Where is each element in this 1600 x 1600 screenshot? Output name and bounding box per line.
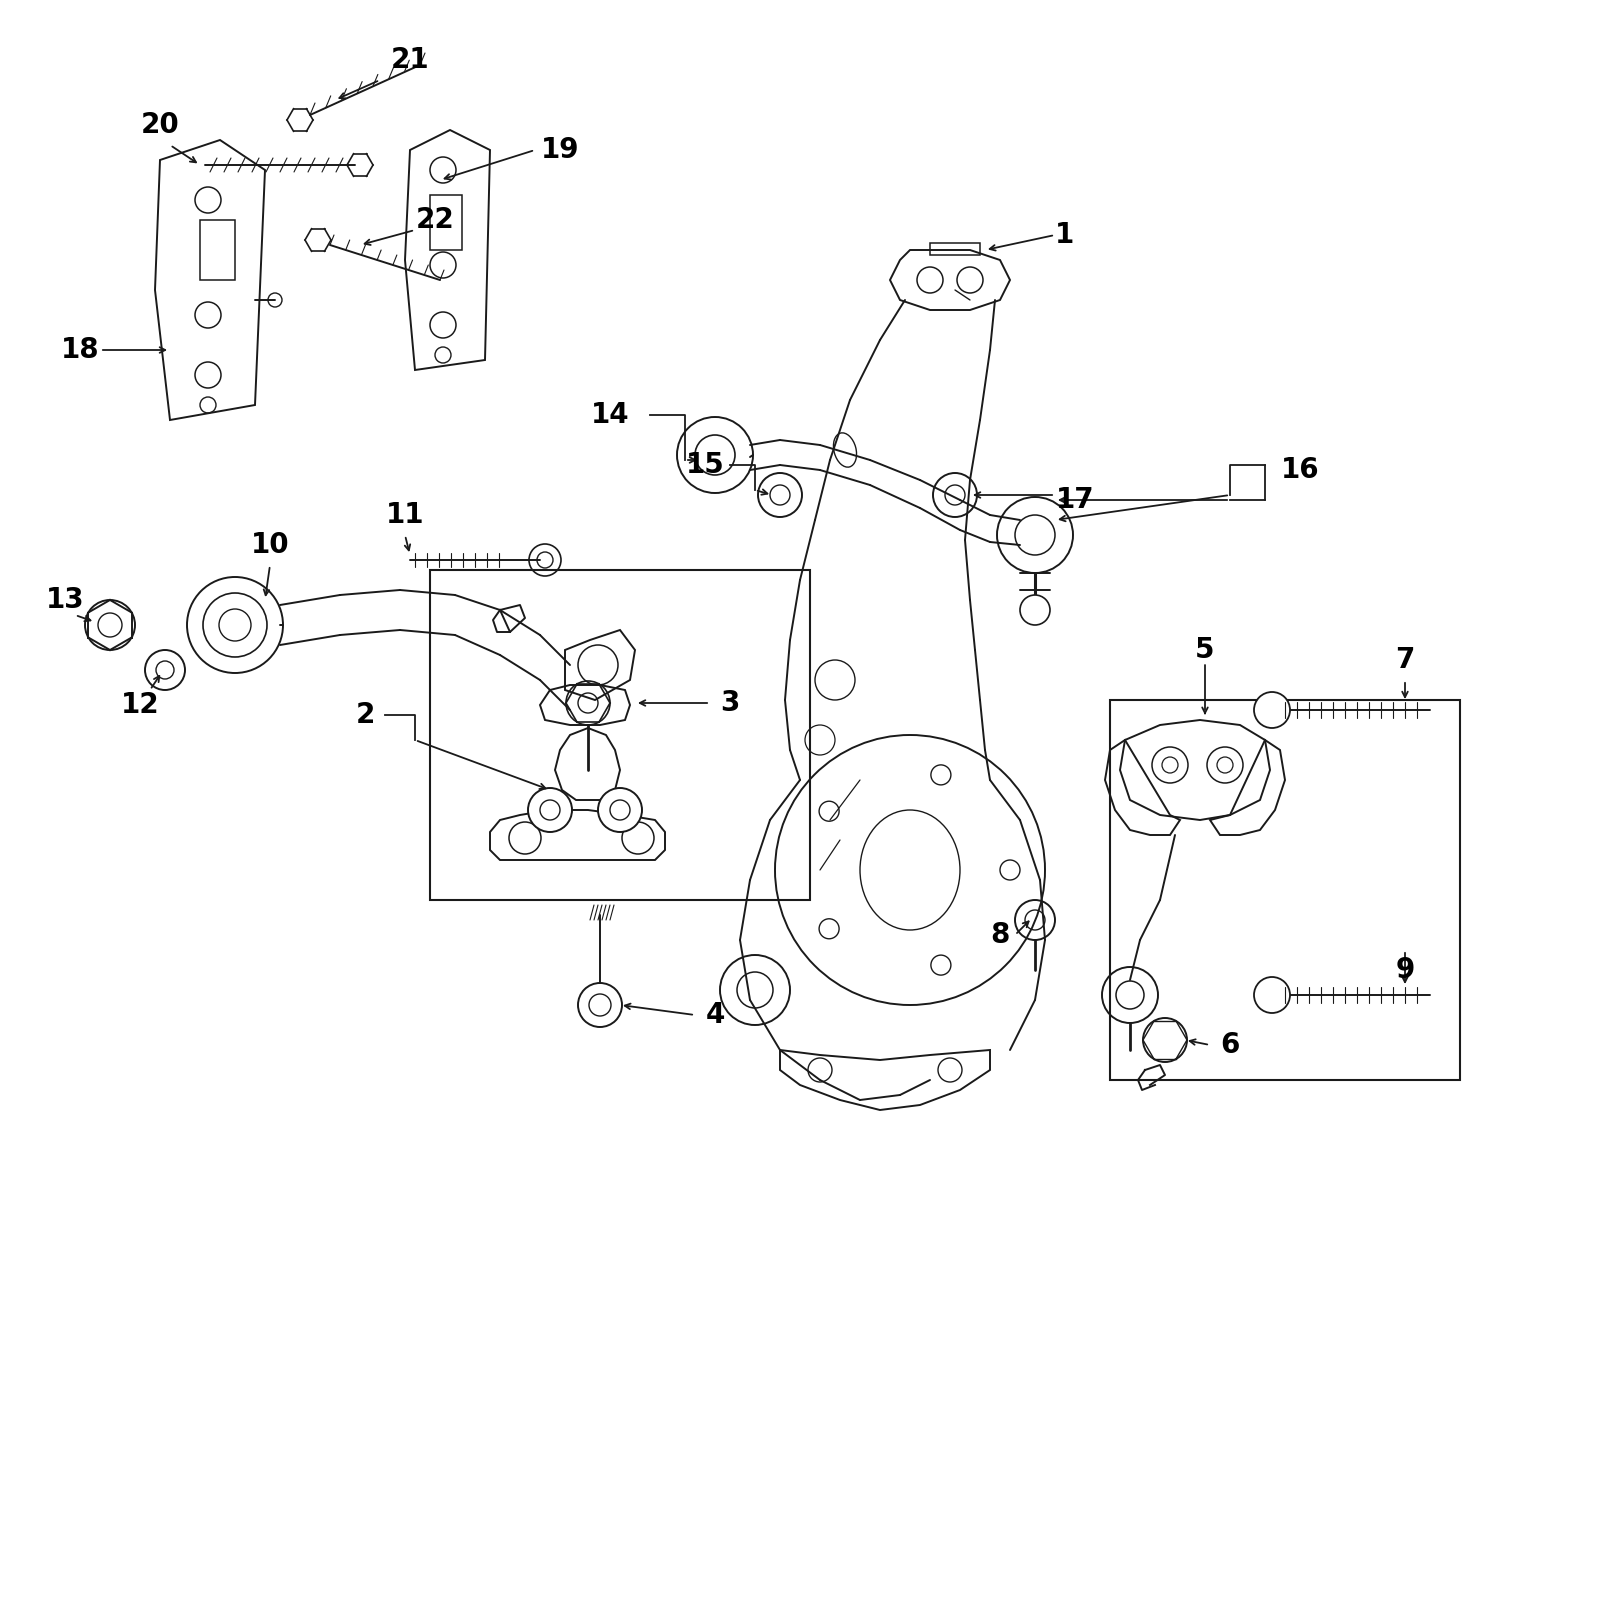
Text: 21: 21 [390,46,429,74]
Text: 15: 15 [686,451,725,478]
Text: 8: 8 [990,922,1010,949]
Text: 4: 4 [706,1002,725,1029]
Text: 22: 22 [416,206,454,234]
Circle shape [528,787,573,832]
Bar [430,570,810,899]
Circle shape [578,982,622,1027]
Bar [1110,701,1459,1080]
Text: 12: 12 [120,691,160,718]
Circle shape [1021,595,1050,626]
Text: 7: 7 [1395,646,1414,674]
Text: 9: 9 [1395,955,1414,984]
Text: 5: 5 [1195,635,1214,664]
Text: 20: 20 [141,110,179,139]
Circle shape [598,787,642,832]
Text: 2: 2 [355,701,374,730]
Text: 1: 1 [1056,221,1075,250]
Bar [200,219,235,280]
Text: 3: 3 [720,690,739,717]
Text: 14: 14 [590,402,629,429]
Text: 16: 16 [1280,456,1320,483]
Bar [930,243,979,254]
Text: 19: 19 [541,136,579,165]
Text: 10: 10 [251,531,290,558]
Text: 13: 13 [46,586,85,614]
Text: 18: 18 [61,336,99,365]
Text: 17: 17 [1056,486,1094,514]
Bar [430,195,462,250]
Text: 6: 6 [1221,1030,1240,1059]
Circle shape [1254,978,1290,1013]
Text: 11: 11 [386,501,424,530]
Circle shape [1254,691,1290,728]
